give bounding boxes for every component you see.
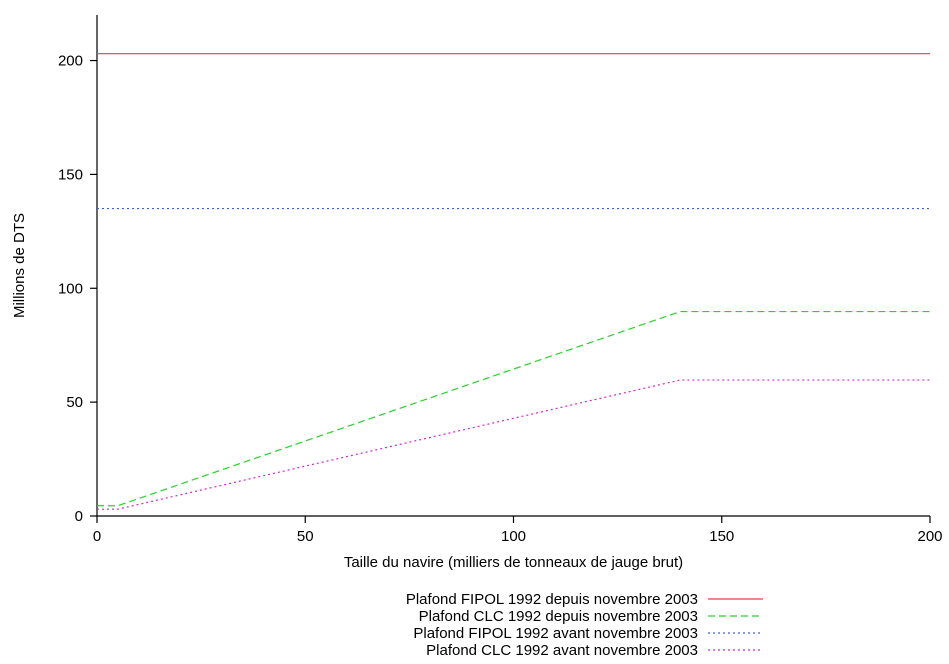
- legend-label: Plafond CLC 1992 avant novembre 2003: [426, 642, 698, 659]
- series-line-2: [97, 310, 930, 507]
- chart-axes: [96, 15, 930, 517]
- x-tick-label: 50: [297, 528, 314, 545]
- y-axis-label: Millions de DTS: [11, 213, 28, 318]
- y-tick-label: 200: [58, 53, 83, 70]
- x-tick-label: 200: [917, 528, 942, 545]
- y-tick-label: 100: [58, 280, 83, 297]
- y-tick-label: 0: [75, 508, 83, 525]
- y-tick-label: 50: [66, 394, 83, 411]
- chart-ticks: 0 50 100 150 200 0 50 100 150 200: [58, 53, 943, 545]
- x-tick-label: 0: [93, 528, 101, 545]
- y-tick-label: 150: [58, 166, 83, 183]
- legend-label: Plafond FIPOL 1992 depuis novembre 2003: [406, 591, 698, 608]
- legend-label: Plafond FIPOL 1992 avant novembre 2003: [413, 625, 698, 642]
- x-tick-label: 100: [501, 528, 526, 545]
- x-tick-label: 150: [709, 528, 734, 545]
- chart-series: [97, 53, 930, 510]
- x-axis-label: Taille du navire (milliers de tonneaux d…: [344, 554, 683, 571]
- legend: Plafond FIPOL 1992 depuis novembre 2003P…: [406, 591, 763, 659]
- legend-label: Plafond CLC 1992 depuis novembre 2003: [419, 608, 698, 625]
- series-line-4: [97, 379, 930, 510]
